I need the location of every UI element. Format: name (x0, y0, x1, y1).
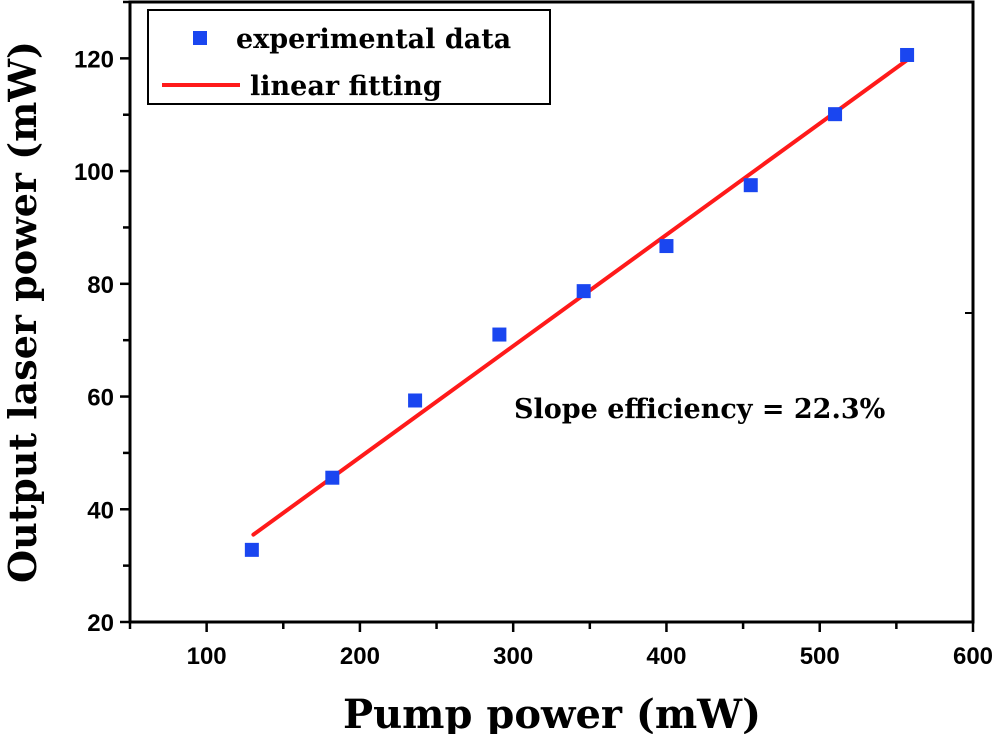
data-point (492, 327, 507, 342)
y-tick-label: 80 (87, 272, 114, 299)
data-point (743, 178, 758, 193)
data-point (325, 470, 340, 485)
data-marks (244, 47, 915, 557)
legend-label-fitting: linear fitting (250, 71, 442, 102)
y-tick-label: 60 (87, 385, 114, 412)
x-tick-label: 600 (953, 643, 993, 670)
legend-box (147, 9, 551, 105)
x-axis-label: Pump power (mW) (343, 691, 761, 734)
data-point (659, 239, 674, 254)
x-tick-label: 300 (493, 643, 533, 670)
y-tick-label: 120 (74, 46, 114, 73)
slope-annotation: Slope efficiency = 22.3% (514, 394, 885, 425)
data-point (900, 47, 915, 62)
y-tick-label: 20 (87, 610, 114, 637)
axis-ticks (120, 0, 975, 632)
data-point (828, 107, 843, 122)
x-tick-label: 400 (646, 643, 686, 670)
legend-label-experimental: experimental data (236, 24, 511, 55)
data-point (244, 542, 259, 557)
data-point (408, 393, 423, 408)
legend-marker-experimental (193, 31, 207, 45)
x-tick-labels: 100 200 300 400 500 600 (187, 643, 993, 670)
legend: experimental data linear fitting (147, 9, 551, 105)
data-point (576, 284, 591, 299)
y-tick-labels: 20 40 60 80 100 120 (74, 46, 114, 637)
x-tick-label: 100 (187, 643, 227, 670)
x-tick-label: 500 (800, 643, 840, 670)
y-axis-label: Output laser power (mW) (0, 41, 45, 583)
y-tick-label: 40 (87, 497, 114, 524)
x-tick-label: 200 (340, 643, 380, 670)
y-tick-label: 100 (74, 159, 114, 186)
